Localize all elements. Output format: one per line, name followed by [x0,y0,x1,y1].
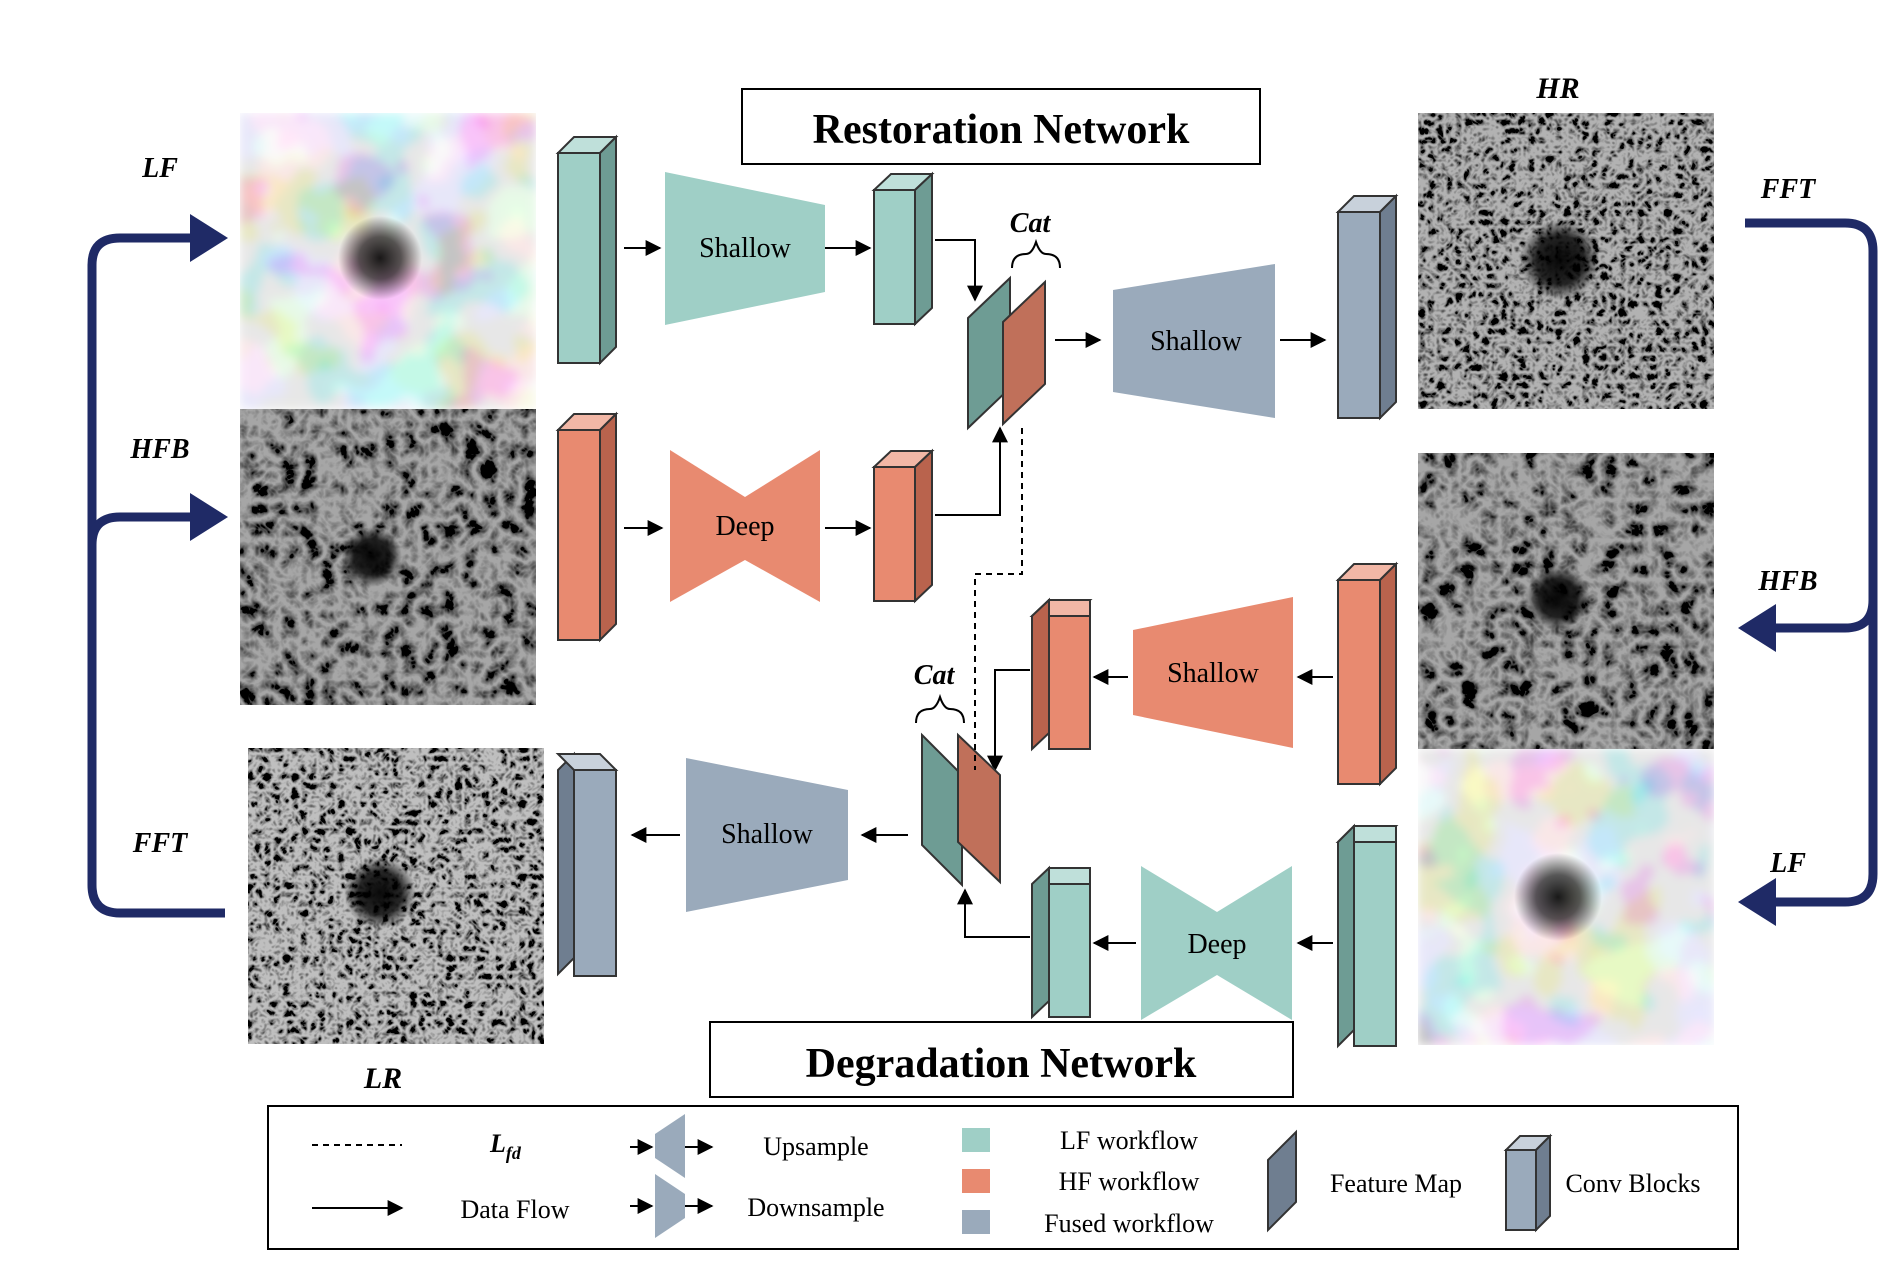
legend-feature-map-icon [1267,1129,1297,1233]
block-shallow-fused-top [1113,264,1275,418]
label-fft-left: FFT [132,828,189,859]
image-hfb-right [1418,453,1714,749]
right-arrowhead-hfb [1738,604,1776,652]
label-lf-left: LF [141,153,178,184]
legend-box [267,1105,1739,1250]
block-shallow-fused-bottom-label: Shallow [721,819,814,850]
label-fft-right: FFT [1760,174,1817,205]
left-fft-bracket [87,233,225,918]
legend-conv-blocks: Conv Blocks [1565,1169,1700,1198]
brace-cat-bottom [915,693,965,724]
brace-cat-top [1011,238,1061,269]
left-arrowhead-hfb [190,493,228,541]
right-fft-bracket [1745,218,1878,907]
block-shallow-top-label: Shallow [699,233,792,264]
legend-feature-map: Feature Map [1330,1169,1462,1198]
feature-map-hf-cat-bottom [957,732,1001,885]
legend-data-flow: Data Flow [460,1195,569,1224]
block-shallow-fused-top-label: Shallow [1150,326,1243,357]
legend-fused-swatch [962,1210,990,1234]
legend-hf-workflow: HF workflow [1059,1167,1200,1196]
route-lf-to-cat-top [935,239,983,302]
label-hr: HR [1535,72,1579,105]
loss-fd-dashed-line [974,428,1023,770]
degradation-title: Degradation Network [806,1041,1197,1087]
conv-block-lf-input [555,134,619,366]
conv-block-hf-input [555,411,619,643]
conv-block-lr-output [555,751,619,977]
block-shallow-fused-bottom [686,758,848,912]
legend-conv-block-icon [1503,1133,1553,1233]
restoration-title: Restoration Network [813,107,1190,153]
block-deep-lf-bottom [1141,866,1292,1020]
legend-hf-swatch [962,1169,990,1193]
legend-downsample-icon [655,1174,685,1238]
block-shallow-top [665,172,825,325]
legend-upsample-icon [655,1114,685,1178]
legend-loss-label: Lfd [489,1129,522,1163]
block-shallow-hf-bottom [1133,597,1293,748]
label-cat-top: Cat [1010,208,1052,239]
route-hf-to-cat-bottom [987,669,1030,772]
conv-block-hr-output [1335,193,1399,421]
block-deep-lf-bottom-label: Deep [1187,929,1246,960]
image-lf-right [1418,749,1714,1045]
route-hf-to-cat-top [935,426,1008,516]
restoration-title-box [741,88,1261,165]
label-cat-bottom: Cat [914,660,956,691]
image-lr [248,748,544,1044]
right-arrowhead-lf [1738,878,1776,926]
feature-map-hf-cat-top [1002,279,1046,427]
conv-block-lf-feature-top [871,171,935,327]
conv-block-lf-feature-bottom [1031,865,1091,1020]
label-hfb-left: HFB [129,434,189,465]
conv-block-hf-feature-top [871,448,935,604]
legend-lf-workflow: LF workflow [1060,1126,1198,1155]
legend-downsample: Downsample [747,1193,884,1222]
label-lf-right: LF [1769,848,1806,879]
block-deep-top-label: Deep [715,511,774,542]
legend-lf-swatch [962,1128,990,1152]
degradation-title-box [709,1021,1294,1098]
label-lr: LR [363,1062,402,1095]
left-arrowhead-lf [190,214,228,262]
feature-map-lf-cat-bottom [921,732,963,888]
conv-block-lf-input-right [1335,823,1399,1049]
image-lf-left [240,113,536,409]
legend-upsample: Upsample [763,1132,868,1161]
image-hr [1418,113,1714,409]
image-hfb-left [240,409,536,705]
label-hfb-right: HFB [1757,566,1817,597]
conv-block-hf-feature-bottom [1029,597,1093,752]
conv-block-hf-input-right [1335,561,1399,787]
block-shallow-hf-bottom-label: Shallow [1167,658,1260,689]
legend-fused-workflow: Fused workflow [1044,1209,1214,1238]
route-lf-to-cat-bottom [957,888,1030,938]
